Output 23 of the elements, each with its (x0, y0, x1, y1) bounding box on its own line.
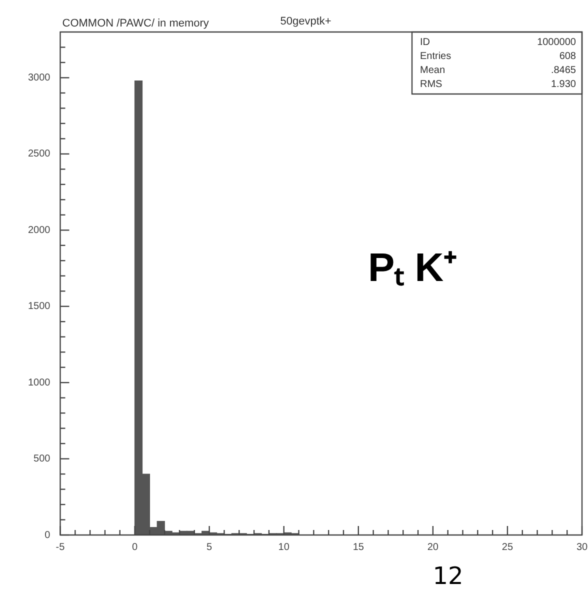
y-tick-label: 2500 (28, 148, 51, 160)
y-tick-label: 1500 (28, 301, 51, 312)
y-tick-label: 2000 (28, 224, 51, 236)
text: ID 1000000 (420, 36, 576, 48)
x-tick-label: 30 (576, 542, 588, 553)
x-tick-label: 25 (502, 542, 514, 553)
text: Entries 608 (420, 50, 576, 62)
x-tick-label: 20 (427, 542, 439, 553)
y-tick-label: 500 (34, 454, 51, 465)
y-tick-label: 1000 (28, 377, 51, 388)
chart-title: COMMON /PAWC/ in memory (62, 18, 210, 30)
text: 12 (432, 562, 464, 590)
y-tick-label: 3000 (28, 72, 51, 84)
text: RMS 1.930 (420, 78, 576, 90)
x-tick-label: 0 (132, 542, 138, 553)
x-tick-label: 15 (352, 542, 364, 553)
x-tick-label: 5 (206, 542, 213, 553)
chart-subtitle: 50gevptk+ (280, 16, 332, 28)
annotation: Pₜ K⁺ (368, 246, 458, 290)
text: Mean .8465 (420, 64, 576, 76)
y-tick-label: 0 (44, 530, 51, 541)
x-tick-label: -5 (56, 542, 66, 553)
x-tick-label: 10 (278, 542, 290, 553)
